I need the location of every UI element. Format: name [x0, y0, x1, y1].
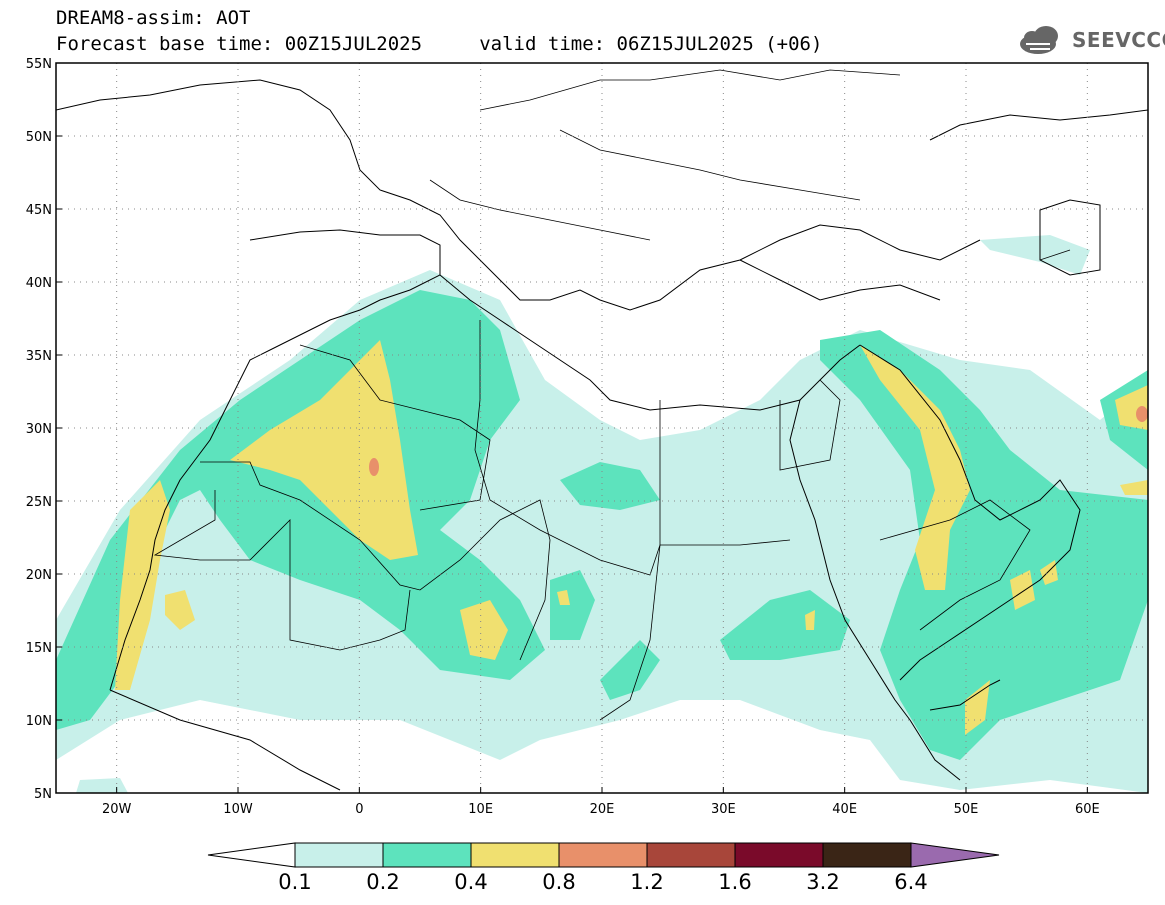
aot-contour-0.4	[115, 340, 1148, 735]
colorbar-level-label: 0.2	[366, 870, 399, 894]
colorbar-swatch	[294, 842, 384, 868]
lon-tick-label: 30E	[711, 802, 736, 817]
colorbar-level-label: 1.2	[630, 870, 663, 894]
lat-tick-label: 35N	[26, 349, 52, 364]
map-subtitle: Forecast base time: 00Z15JUL2025 valid t…	[56, 33, 823, 55]
lat-tick-label: 55N	[26, 57, 52, 72]
lon-axis: 20W 10W 0 10E 20E 30E 40E 50E 60E	[102, 787, 1100, 817]
lat-tick-label: 50N	[26, 130, 52, 145]
colorbar-swatch	[558, 842, 648, 868]
country-borders	[153, 69, 1071, 721]
logo-text: SEEVCCC	[1072, 28, 1165, 52]
map-gridlines	[56, 63, 1148, 793]
lat-tick-label: 5N	[34, 787, 52, 802]
lon-tick-label: 60E	[1075, 802, 1100, 817]
aot-contour-0.2	[56, 290, 1148, 760]
colorbar-swatch	[382, 842, 472, 868]
map-title: DREAM8-assim: AOT	[56, 7, 251, 29]
lat-tick-label: 15N	[26, 641, 52, 656]
lon-tick-label: 40E	[832, 802, 857, 817]
lon-tick-label: 0	[355, 802, 363, 817]
cloud-icon	[1020, 26, 1058, 54]
colorbar-level-label: 1.6	[718, 870, 751, 894]
colorbar-under-arrow	[207, 842, 296, 868]
colorbar-level-label: 0.4	[454, 870, 487, 894]
lat-tick-label: 10N	[26, 714, 52, 729]
lat-tick-label: 20N	[26, 568, 52, 583]
colorbar-level-label: 6.4	[894, 870, 927, 894]
colorbar-level-label: 0.1	[278, 870, 311, 894]
colorbar-swatch	[470, 842, 560, 868]
lat-tick-label: 25N	[26, 495, 52, 510]
colorbar-level-label: 0.8	[542, 870, 575, 894]
lon-tick-label: 10W	[223, 802, 253, 817]
colorbar-swatch	[734, 842, 824, 868]
lat-tick-label: 45N	[26, 203, 52, 218]
lon-tick-label: 20E	[590, 802, 615, 817]
colorbar-over-arrow	[910, 842, 1000, 868]
colorbar-swatch	[646, 842, 736, 868]
lat-tick-label: 30N	[26, 422, 52, 437]
lon-tick-label: 10E	[468, 802, 493, 817]
lat-axis: 55N 50N 45N 40N 35N 30N 25N 20N 15N 10N 5N	[26, 57, 62, 802]
colorbar-swatch	[822, 842, 912, 868]
colorbar-level-label: 3.2	[806, 870, 839, 894]
lon-tick-label: 20W	[102, 802, 132, 817]
lon-tick-label: 50E	[954, 802, 979, 817]
lat-tick-label: 40N	[26, 276, 52, 291]
aot-contour-0.8	[369, 406, 1148, 476]
